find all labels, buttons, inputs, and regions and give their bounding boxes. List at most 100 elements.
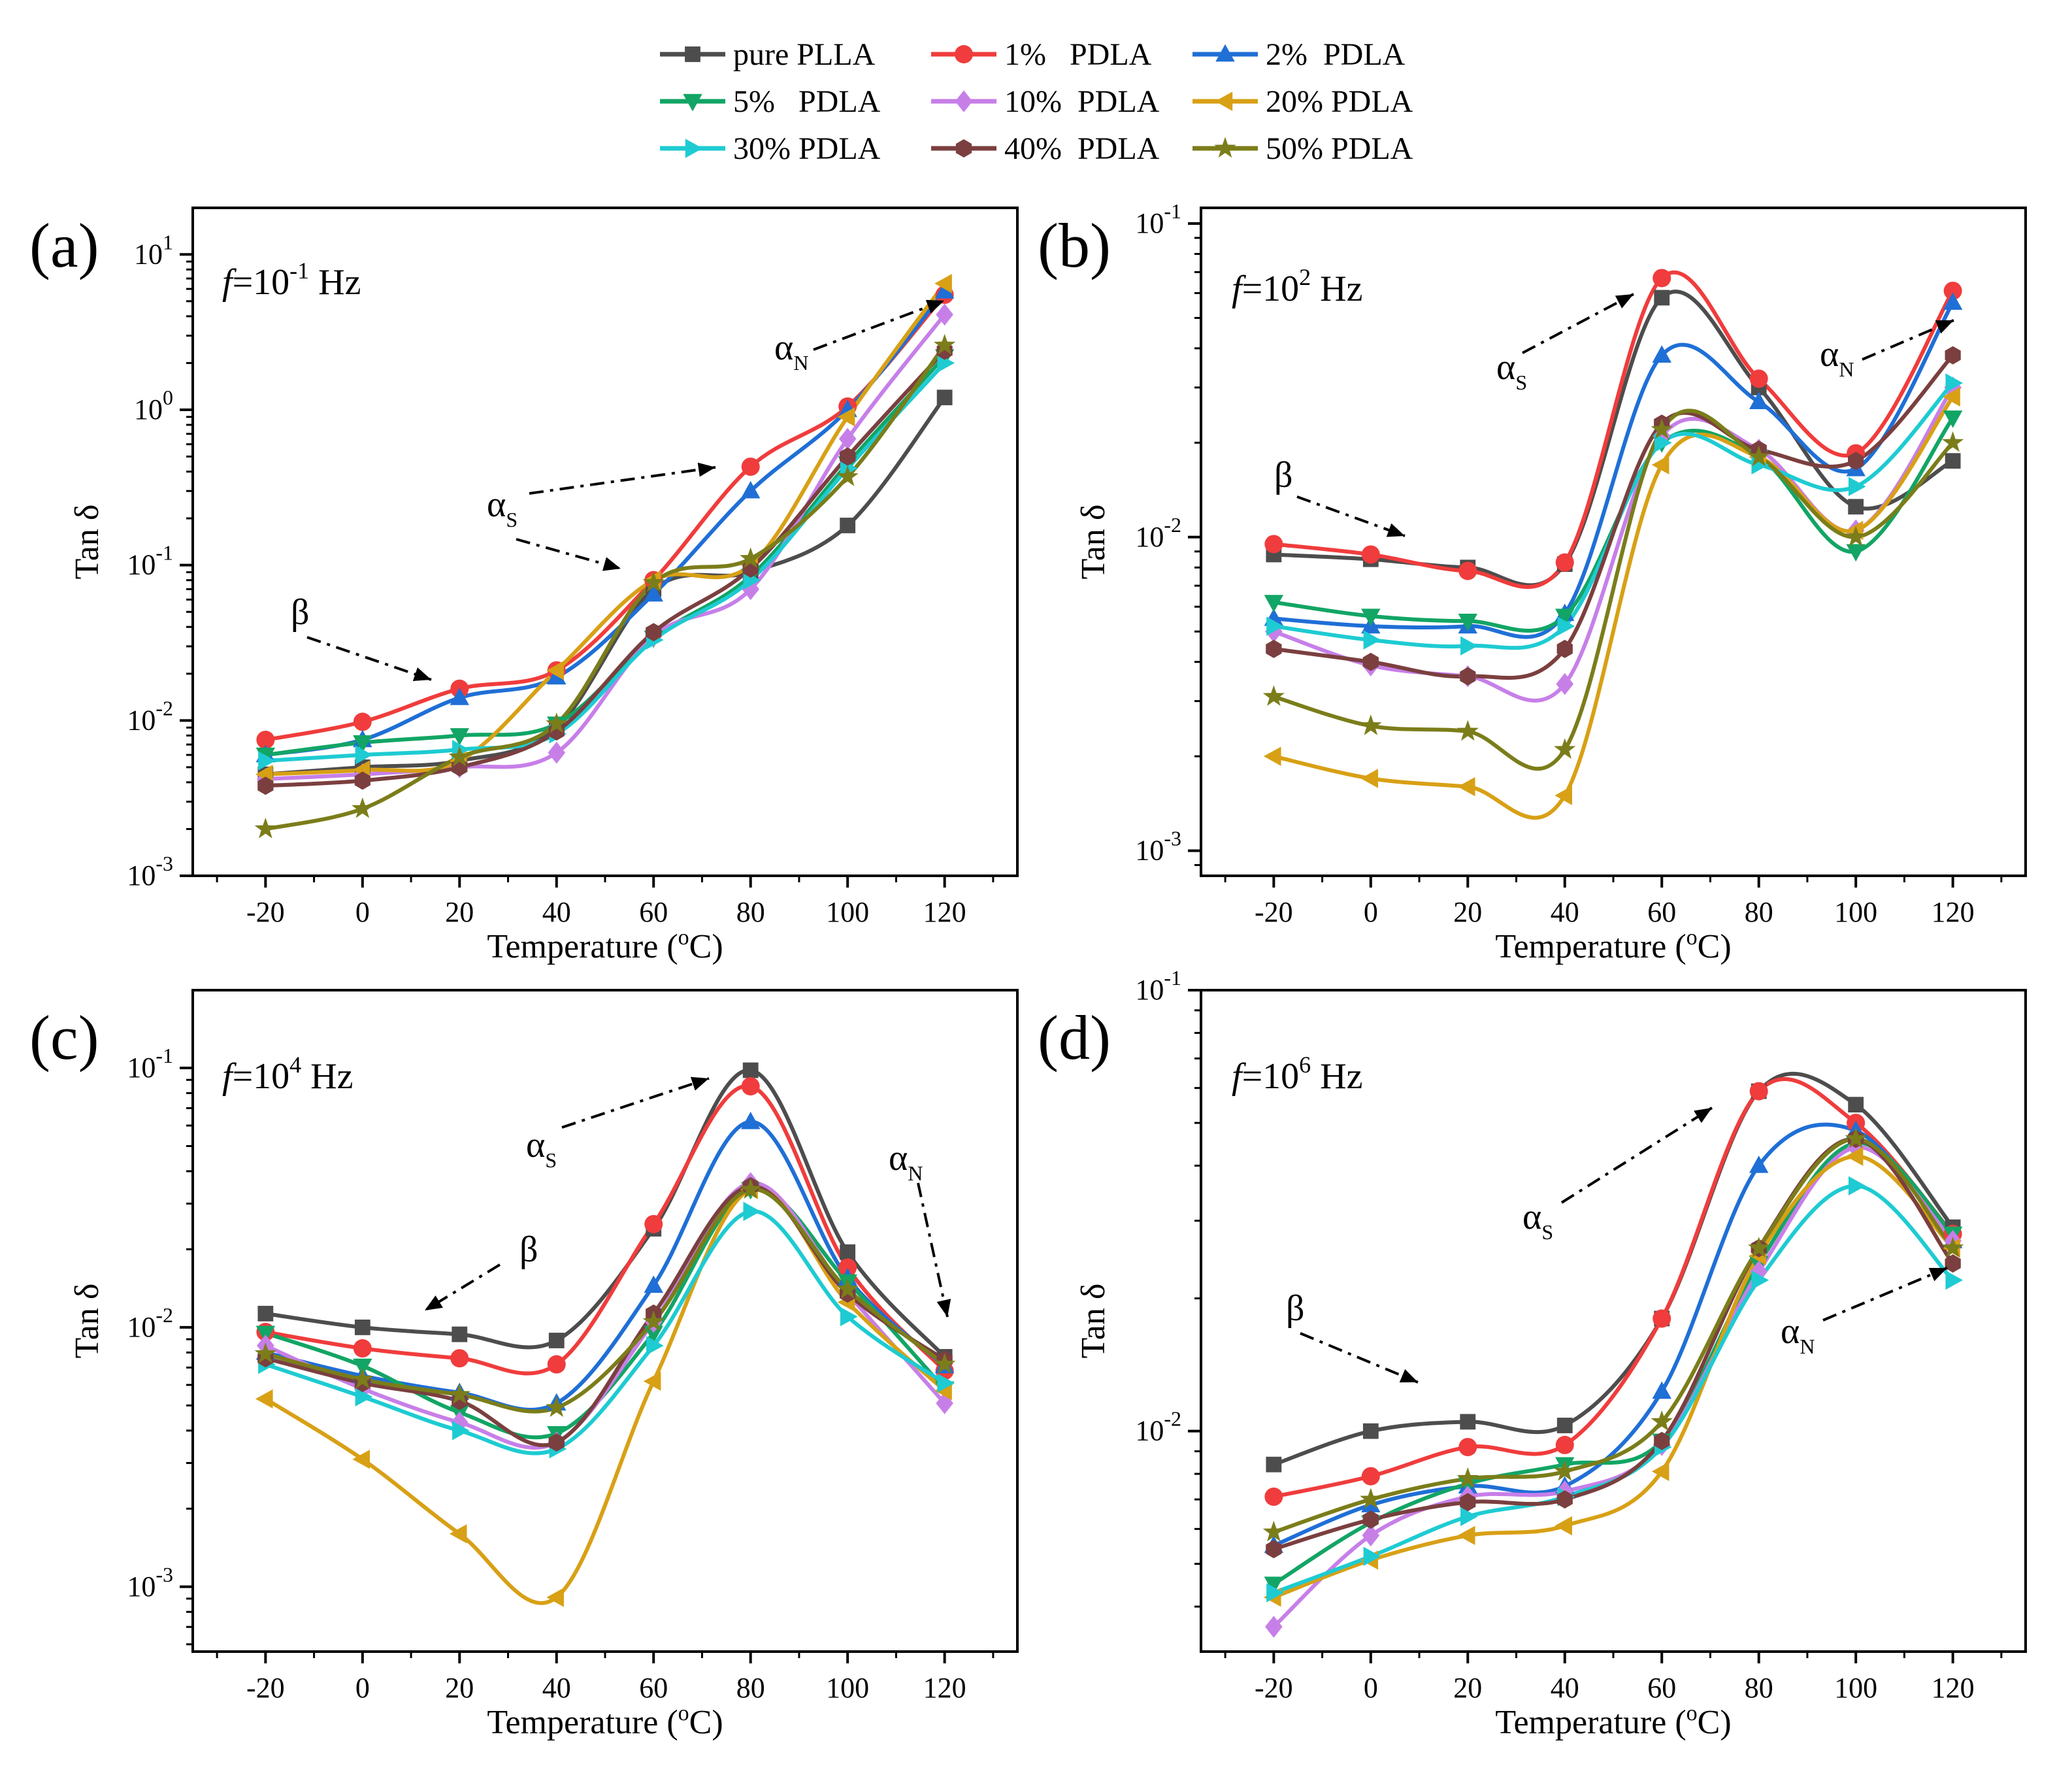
frequency-label: f=10-1 Hz [222,258,361,303]
annotations: β αS αN [423,1076,951,1318]
data-point [936,303,953,326]
legend-label: 2% PDLA [1266,37,1406,72]
y-tick-label: 10-2 [1135,1407,1181,1447]
x-tick-label: 60 [1647,896,1676,928]
x-tick-label: 80 [736,896,765,928]
legend-item: 1% PDLA [931,37,1152,72]
beta-arrow-head [425,1295,443,1310]
alpha-n-arrow-head [936,1299,951,1317]
y-tick-label: 10-1 [127,1044,173,1084]
x-tick-label: 100 [826,1672,869,1704]
y-tick-label: 100 [134,386,173,425]
x-tick-label: -20 [1255,1672,1293,1704]
x-tick-label: 20 [1453,896,1482,928]
alpha-s-label: αS [1496,347,1527,394]
data-point [1749,1156,1769,1173]
alpha-s-arrow-head [602,557,621,571]
x-tick-label: 80 [736,1672,765,1704]
data-point [1556,1418,1573,1433]
data-point [1748,445,1770,467]
legend-item: 40% PDLA [931,131,1160,166]
data-point [934,333,956,355]
data-point [1749,391,1769,410]
x-tick-label: 60 [639,896,668,928]
legend-marker [1215,44,1235,62]
data-point [741,480,761,499]
x-tick-label: -20 [1255,896,1293,928]
alpha-n-arrow-head [925,299,944,314]
data-point [1266,639,1282,658]
data-point [1848,499,1864,515]
data-point [450,1349,469,1368]
legend: pure PLLA 1% PDLA 2% PDLA 5% PDLA 10% PDLA 20… [660,37,1413,166]
y-tick-label: 10-1 [127,541,173,581]
x-tick-label: 40 [542,1672,571,1704]
series-line [1272,353,1955,680]
beta-arrow-head [412,667,431,681]
beta-arrow [1300,1332,1419,1384]
legend-marker [955,45,973,63]
data-point [1361,608,1381,627]
data-point [1943,292,1963,310]
data-point [1749,369,1768,388]
legend-label: 50% PDLA [1266,131,1413,166]
data-point [1945,453,1961,469]
data-point [840,1244,856,1260]
data-point [1556,1490,1573,1509]
data-point [450,728,469,746]
beta-label: β [1274,455,1293,495]
data-point [1264,535,1283,554]
data-point [448,746,470,767]
data-point [1748,1237,1770,1257]
data-point [355,745,373,765]
data-point [1557,616,1575,636]
series-group [263,281,947,831]
data-point [352,797,374,818]
chart-panel: -20 0 20 40 60 80 100 120 Temperature (oC) 10-3 10… [1038,199,2027,965]
alpha-n-label: αN [774,327,808,375]
data-point [1653,1309,1671,1328]
x-axis-label: Temperature (oC) [487,925,723,965]
alpha-n-label: αN [1820,334,1854,381]
data-point [741,458,760,476]
x-tick-label: -20 [246,1672,285,1704]
beta-label: β [291,592,310,633]
data-point [1554,1459,1576,1481]
legend-marker [1214,137,1236,158]
x-tick-label: 80 [1745,1672,1773,1704]
data-point [1554,786,1572,805]
alpha-n-arrow-head [1928,1267,1947,1282]
series-line [263,293,947,742]
data-point [642,1310,665,1331]
y-tick-label: 10-3 [127,1563,173,1603]
data-point [1360,714,1382,735]
data-point [255,1389,273,1409]
data-point [548,741,566,764]
alpha-n-arrow [1822,1267,1948,1322]
data-point [547,1355,566,1374]
data-point [646,1336,664,1356]
data-point [1848,452,1864,471]
data-point [937,1373,955,1393]
data-point [254,817,276,839]
series-group [263,1068,947,1605]
data-point [1460,636,1478,656]
y-tick-label: 10-3 [1135,827,1181,867]
alpha-n-label: αN [1781,1311,1815,1358]
data-point [743,1201,761,1222]
data-point [1360,1488,1382,1509]
legend-item: pure PLLA [660,37,876,72]
legend-marker [955,139,972,158]
data-point [644,1275,663,1293]
data-point [837,407,855,427]
x-tick-label: 40 [1551,1672,1579,1704]
data-point [1945,346,1961,365]
alpha-n-arrow [917,1182,949,1318]
data-point [1555,1435,1574,1454]
data-point [353,735,372,753]
data-point [1654,1431,1670,1450]
y-tick-label: 10-1 [1135,966,1181,1006]
x-tick-label: 80 [1745,896,1773,928]
x-axis-label: Temperature (oC) [1495,925,1731,965]
